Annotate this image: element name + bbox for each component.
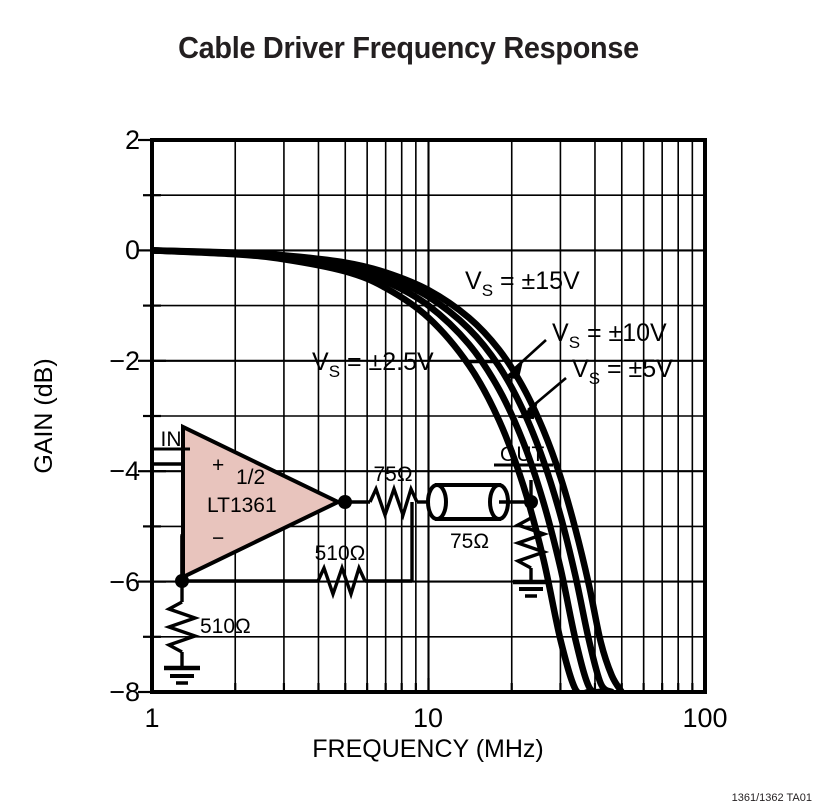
feedback-resistor-symbol xyxy=(316,562,367,600)
x-tick-100: 100 xyxy=(682,703,727,733)
vs-15v-text: VS = ±15V xyxy=(465,267,580,300)
ground-symbol-right xyxy=(513,579,549,598)
x-tick-marks xyxy=(234,678,694,692)
opamp-line2: LT1361 xyxy=(207,494,277,517)
ground-symbol-left xyxy=(164,665,200,685)
vs-10v-text: VS = ±10V xyxy=(552,319,667,352)
vs-2.5v-text: VS = ±2.5V xyxy=(312,348,434,381)
term-resistor-label: 75Ω xyxy=(450,530,489,553)
curve-vs-2-5v xyxy=(152,247,593,692)
chart-curves xyxy=(152,247,626,692)
y-tick-m2: −2 xyxy=(109,346,140,376)
vs-5v-arrow-head xyxy=(517,402,538,420)
x-axis-label: FREQUENCY (MHz) xyxy=(312,735,543,763)
opamp-plus: + xyxy=(212,454,224,477)
y-tick-0: 0 xyxy=(125,235,140,265)
vs-10v-arrow-head xyxy=(503,362,523,380)
x-tick-1: 1 xyxy=(144,703,159,733)
annotation-vs-2.5v: VS = ±2.5V xyxy=(312,348,497,381)
ground-resistor-symbol xyxy=(163,600,201,654)
ground-resistor-label: 510Ω xyxy=(200,615,251,638)
vs-5v-arrow-line xyxy=(527,377,567,411)
circuit-inset: + − 1/2 LT1361 IN 510Ω xyxy=(152,423,553,685)
opamp-triangle xyxy=(181,423,343,581)
opamp-minus: − xyxy=(212,527,224,550)
vs-10v-arrow-line xyxy=(512,339,547,371)
output-label: OUT xyxy=(500,443,545,466)
y-tick-labels: 2 0 −2 −4 −6 −8 xyxy=(109,125,140,707)
series-resistor-symbol xyxy=(368,483,419,521)
output-node-dot xyxy=(338,495,352,509)
y-tick-m6: −6 xyxy=(109,567,140,597)
figure-caption-tag: 1361/1362 TA01 xyxy=(732,792,812,804)
x-tick-labels: 1 10 100 xyxy=(144,703,727,733)
input-label: IN xyxy=(161,428,182,451)
annotation-vs-5v: VS = ±5V xyxy=(517,355,673,420)
term-resistor-symbol xyxy=(512,516,550,570)
annotation-vs-10v: VS = ±10V xyxy=(503,319,667,380)
cable-left-cap xyxy=(426,483,448,521)
y-axis-label: GAIN (dB) xyxy=(30,358,58,473)
feedback-resistor-label: 510Ω xyxy=(315,542,366,565)
y-tick-2: 2 xyxy=(125,125,140,155)
annotation-vs-15v: VS = ±15V xyxy=(465,267,580,300)
vs-5v-text: VS = ±5V xyxy=(572,355,673,388)
series-resistor-label: 75Ω xyxy=(373,463,412,486)
chart-grid xyxy=(152,140,705,692)
y-tick-m8: −8 xyxy=(109,677,140,707)
x-tick-10: 10 xyxy=(413,703,443,733)
opamp-line1: 1/2 xyxy=(236,466,265,489)
figure-title: Cable Driver Frequency Response xyxy=(178,30,639,65)
y-tick-m4: −4 xyxy=(109,456,140,486)
y-tick-marks xyxy=(138,138,166,694)
